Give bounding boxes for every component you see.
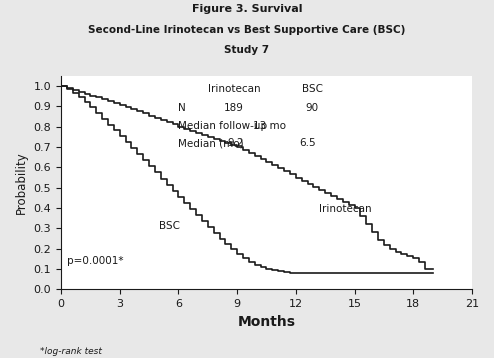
- Text: BSC: BSC: [302, 84, 323, 94]
- Text: BSC: BSC: [159, 221, 180, 231]
- Y-axis label: Probability: Probability: [15, 151, 28, 214]
- Text: 90: 90: [306, 103, 319, 113]
- Text: Irinotecan: Irinotecan: [208, 84, 260, 94]
- Text: p=0.0001*: p=0.0001*: [67, 256, 124, 266]
- Text: Figure 3. Survival: Figure 3. Survival: [192, 4, 302, 14]
- Text: Study 7: Study 7: [224, 45, 270, 55]
- Text: Median follow-up: Median follow-up: [178, 121, 268, 131]
- Text: N: N: [178, 103, 186, 113]
- Text: 189: 189: [223, 103, 244, 113]
- Text: 9.2: 9.2: [227, 138, 244, 148]
- Text: Irinotecan: Irinotecan: [319, 204, 372, 214]
- Text: Median (mo): Median (mo): [178, 138, 244, 148]
- Text: *log-rank test: *log-rank test: [40, 347, 101, 356]
- X-axis label: Months: Months: [238, 315, 295, 329]
- Text: 6.5: 6.5: [300, 138, 316, 148]
- Text: Second-Line Irinotecan vs Best Supportive Care (BSC): Second-Line Irinotecan vs Best Supportiv…: [88, 25, 406, 35]
- Text: 13 mo: 13 mo: [253, 121, 286, 131]
